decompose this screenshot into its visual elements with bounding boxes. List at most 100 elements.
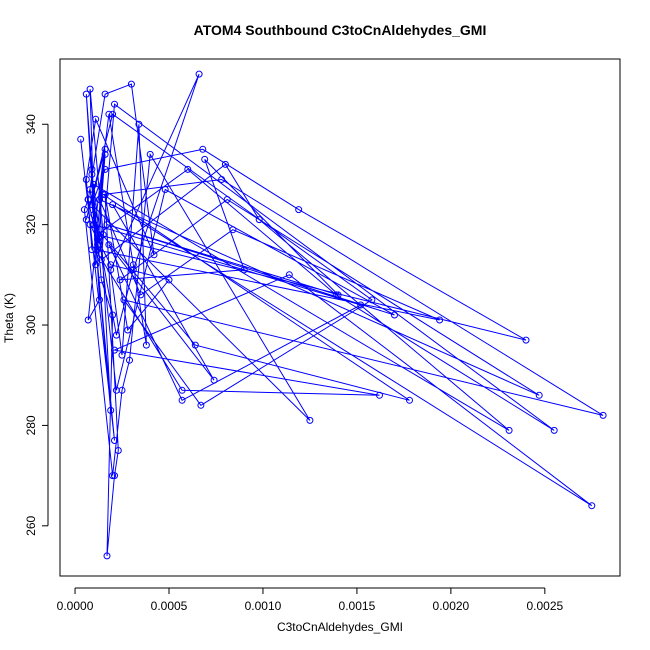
data-point — [165, 276, 173, 284]
data-point — [97, 276, 105, 284]
series-points — [77, 70, 607, 560]
data-point — [184, 165, 192, 173]
data-point — [86, 85, 94, 93]
data-point — [94, 231, 102, 239]
data-point — [96, 196, 103, 203]
data-point — [103, 552, 111, 560]
data-point — [94, 236, 102, 244]
data-point — [124, 326, 132, 334]
data-point — [255, 216, 263, 224]
data-point — [146, 150, 154, 158]
data-point — [406, 396, 413, 404]
data-point — [96, 296, 103, 304]
data-point — [111, 346, 118, 354]
data-point — [116, 276, 124, 284]
data-point — [178, 396, 186, 404]
data-point — [218, 176, 226, 183]
data-point — [105, 110, 113, 118]
data-point — [101, 145, 109, 153]
data-point — [92, 115, 100, 123]
data-point — [86, 186, 94, 193]
series-lines — [80, 73, 604, 556]
x-tick-label: 0.0020 — [433, 599, 470, 613]
data-point — [120, 296, 128, 304]
data-point — [127, 80, 135, 88]
x-axis: 0.0000 0.0005 0.0010 0.0015 0.0020 0.0025 — [57, 587, 564, 613]
y-tick-label: 280 — [24, 415, 38, 435]
data-point — [92, 246, 100, 254]
x-tick-label: 0.0010 — [245, 599, 282, 613]
data-point — [109, 472, 117, 480]
data-point — [126, 356, 133, 364]
y-axis-label: Theta (K) — [2, 293, 16, 343]
data-point — [135, 120, 143, 128]
data-point — [82, 90, 90, 98]
data-point — [118, 351, 126, 359]
x-tick-label: 0.0015 — [339, 599, 376, 613]
data-point — [201, 155, 209, 163]
data-point — [229, 226, 237, 234]
data-point — [223, 196, 231, 203]
data-point — [86, 221, 94, 229]
y-tick-label: 260 — [24, 515, 38, 535]
data-point — [285, 271, 293, 279]
data-point — [332, 291, 340, 299]
data-point — [195, 70, 203, 78]
data-point — [137, 291, 145, 299]
y-axis: 260 280 300 320 340 — [24, 114, 49, 536]
data-point — [588, 502, 596, 510]
data-point — [199, 145, 207, 153]
x-tick-label: 0.0005 — [151, 599, 188, 613]
plot-frame — [59, 58, 621, 577]
data-point — [129, 261, 137, 269]
data-point — [88, 201, 96, 209]
data-point — [107, 406, 115, 414]
data-point — [92, 261, 100, 269]
data-point — [97, 256, 105, 264]
data-point — [505, 426, 513, 434]
y-tick-label: 340 — [24, 114, 38, 134]
data-point — [391, 311, 398, 319]
data-point — [103, 221, 111, 229]
y-tick-label: 320 — [24, 214, 38, 234]
data-point — [436, 316, 444, 324]
data-point — [111, 437, 118, 444]
x-tick-label: 0.0025 — [526, 599, 563, 613]
data-point — [109, 110, 117, 118]
data-point — [221, 160, 229, 168]
data-point — [80, 206, 88, 214]
data-point — [88, 246, 96, 254]
data-point — [84, 316, 92, 324]
data-point — [178, 386, 186, 394]
data-point — [77, 135, 85, 143]
data-point — [112, 331, 120, 339]
data-point — [334, 291, 342, 299]
data-point — [522, 336, 530, 344]
data-point — [114, 447, 122, 454]
chart-title: ATOM4 Southbound C3toCnAldehydes_GMI — [194, 22, 487, 38]
data-point — [109, 311, 117, 319]
data-point — [101, 165, 109, 173]
data-point — [150, 251, 158, 259]
data-point — [368, 296, 376, 304]
data-point — [111, 100, 118, 108]
data-point — [129, 266, 137, 274]
series-line — [80, 73, 604, 556]
data-point — [84, 196, 92, 203]
data-point — [90, 221, 98, 229]
y-tick-label: 300 — [24, 315, 38, 335]
data-point — [550, 426, 558, 434]
data-point — [210, 376, 218, 384]
data-point — [82, 216, 90, 224]
data-point — [306, 416, 314, 424]
data-point — [107, 266, 115, 274]
data-point — [107, 261, 115, 269]
data-point — [599, 411, 607, 419]
data-point — [82, 176, 90, 183]
data-point — [535, 391, 543, 399]
data-point — [161, 186, 169, 193]
data-point — [240, 266, 248, 274]
x-axis-label: C3toCnAldehydes_GMI — [277, 620, 403, 634]
